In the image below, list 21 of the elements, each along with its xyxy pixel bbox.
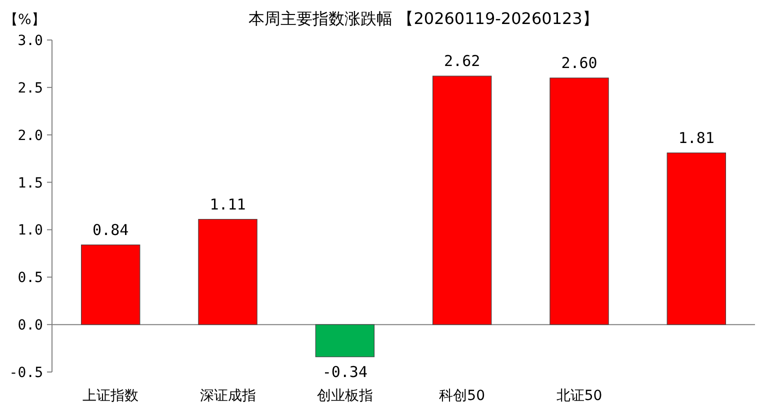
y-tick-label: 3.0: [18, 33, 43, 49]
ylabel: 【%】: [4, 12, 46, 28]
y-tick-label: 2.5: [18, 80, 43, 96]
y-tick-label: 1.5: [18, 175, 43, 192]
x-tick-label: 创业板指: [316, 388, 373, 404]
title: 本周主要指数涨跌幅 【20260119-20260123】: [248, 9, 598, 28]
data-label: 1.81: [678, 128, 714, 147]
data-label: -0.34: [322, 362, 368, 381]
data-label: 1.11: [210, 195, 246, 214]
y-tick-label: -0.5: [9, 365, 43, 381]
y-tick-label: 1.0: [18, 222, 43, 239]
x-tick-label: 北证50: [556, 388, 602, 404]
y-tick-label: 2.0: [18, 128, 43, 144]
x-tick-label: 上证指数: [82, 388, 139, 404]
y-tick-label: 0.5: [18, 270, 43, 286]
data-label: 2.62: [444, 52, 480, 70]
data-label: 2.60: [561, 54, 598, 72]
y-tick-label: 0.0: [18, 318, 43, 334]
x-tick-label: 科创50: [439, 388, 485, 404]
x-tick-label: 深证成指: [200, 388, 256, 404]
data-label: 0.84: [92, 220, 129, 239]
